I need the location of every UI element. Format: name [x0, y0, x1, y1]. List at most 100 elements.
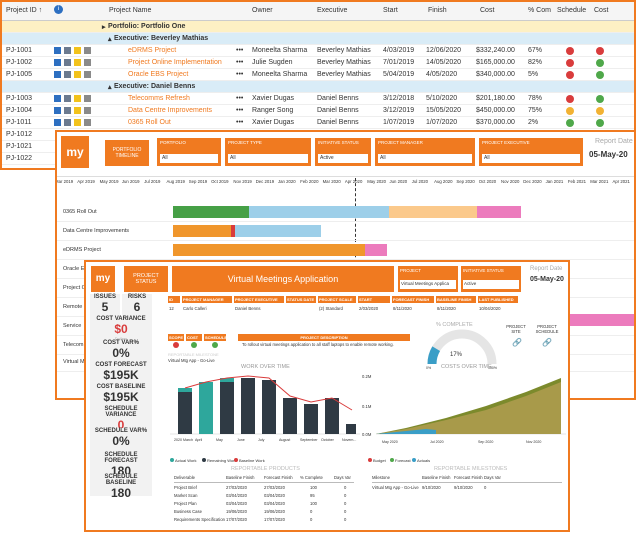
table-row[interactable]: PJ-1002 Project Online Implementation ••• J…	[2, 57, 634, 69]
filter-project-type[interactable]: PROJECT TYPE All	[225, 138, 311, 166]
bar-dc-marker[interactable]	[231, 225, 235, 237]
project-icon[interactable]	[54, 59, 61, 66]
bar-dc-phase1[interactable]	[173, 225, 231, 237]
executive-group-row[interactable]: ▴ Executive: Daniel Benns	[2, 81, 634, 93]
warning-icon[interactable]	[74, 119, 81, 126]
bar-edrms-phase2[interactable]	[365, 244, 387, 256]
expand-arrow-icon[interactable]: ▴	[108, 84, 112, 91]
timeline-row-label[interactable]: Remote	[63, 304, 83, 310]
tasks-icon[interactable]	[64, 107, 71, 114]
document-icon[interactable]	[84, 95, 91, 102]
col-cost-indicator[interactable]: Cost	[594, 7, 609, 14]
project-name-link[interactable]: eDRMS Project	[128, 47, 177, 54]
project-filter[interactable]: PROJECT Virtual Meetings Applica	[398, 266, 458, 292]
initiative-select[interactable]: Active	[463, 280, 519, 289]
col-executive[interactable]: Executive	[317, 7, 348, 14]
row-divider	[57, 240, 634, 241]
filter-select[interactable]: Active	[318, 154, 368, 163]
bar-0365-phase3[interactable]	[389, 206, 477, 218]
row-menu-icon[interactable]: •••	[236, 47, 244, 54]
kpi-value: 180	[110, 486, 132, 500]
timeline-row-label[interactable]: Telecom	[63, 342, 84, 348]
project-name-link[interactable]: Oracle EBS Project	[128, 71, 189, 78]
tasks-icon[interactable]	[64, 71, 71, 78]
timeline-row-label[interactable]: Virtual M	[63, 359, 85, 365]
bar-0365-phase4[interactable]	[477, 206, 521, 218]
bar-edrms-phase1[interactable]	[173, 244, 365, 256]
info-icon[interactable]: i	[54, 5, 63, 14]
work-remaining-may	[220, 382, 234, 434]
timeline-row-label[interactable]: Oracle E	[63, 266, 85, 272]
document-icon[interactable]	[84, 119, 91, 126]
project-icon[interactable]	[54, 107, 61, 114]
filter-select[interactable]: All	[378, 154, 472, 163]
tasks-icon[interactable]	[64, 47, 71, 54]
portfolio-group-row[interactable]: ▸ Portfolio: Portfolio One	[2, 21, 634, 33]
col-project-name[interactable]: Project Name	[109, 7, 152, 14]
filter-select[interactable]: All	[482, 154, 580, 163]
filter-project-executive[interactable]: PROJECT EXECUTIVE All	[479, 138, 583, 166]
document-icon[interactable]	[84, 71, 91, 78]
filter-select[interactable]: All	[228, 154, 308, 163]
document-icon[interactable]	[84, 107, 91, 114]
project-icon[interactable]	[54, 95, 61, 102]
project-icon[interactable]	[54, 47, 61, 54]
bar-0365-phase2[interactable]	[249, 206, 389, 218]
row-menu-icon[interactable]: •••	[236, 119, 244, 126]
timeline-row-label[interactable]: Service	[63, 323, 82, 329]
tasks-icon[interactable]	[64, 59, 71, 66]
work-month-label: September	[300, 438, 318, 442]
col-project-id[interactable]: Project ID ↑	[6, 7, 43, 14]
filter-initiative-status[interactable]: INITIATIVE STATUS Active	[315, 138, 371, 166]
project-icon[interactable]	[54, 71, 61, 78]
col-start[interactable]: Start	[383, 7, 398, 14]
project-select[interactable]: Virtual Meetings Applica	[400, 280, 456, 289]
project-name-link[interactable]: Telecomms Refresh	[128, 95, 190, 102]
timeline-row-label[interactable]: eDRMS Project	[63, 247, 101, 253]
executive-group-row[interactable]: ▴ Executive: Beverley Mathias	[2, 33, 634, 45]
tasks-icon[interactable]	[64, 95, 71, 102]
filter-portfolio[interactable]: PORTFOLIO All	[157, 138, 221, 166]
warning-icon[interactable]	[74, 71, 81, 78]
warning-icon[interactable]	[74, 95, 81, 102]
filter-select[interactable]: All	[160, 154, 218, 163]
bar-0365-phase1[interactable]	[173, 206, 249, 218]
table-row[interactable]: PJ-1011 0365 Roll Out ••• Xavier Dugas Danie…	[2, 117, 634, 129]
bar-dc-phase2[interactable]	[235, 225, 321, 237]
project-name-link[interactable]: Project Online Implementation	[128, 59, 222, 66]
col-owner[interactable]: Owner	[252, 7, 273, 14]
project-name-link[interactable]: 0365 Roll Out	[128, 119, 171, 126]
project-name-link[interactable]: Data Centre Improvements	[128, 107, 213, 114]
initiative-filter[interactable]: INITIATIVE STATUS Active	[461, 266, 521, 292]
project-site-link-icon[interactable]: 🔗	[512, 338, 522, 347]
filter-project-manager[interactable]: PROJECT MANAGER All	[375, 138, 475, 166]
issues-label: ISSUES	[93, 294, 116, 300]
document-icon[interactable]	[84, 59, 91, 66]
project-schedule-link-icon[interactable]: 🔗	[542, 338, 552, 347]
table-row[interactable]: PJ-1004 Data Centre Improvements ••• Ranger…	[2, 105, 634, 117]
timeline-row-label[interactable]: Data Centre Improvements	[63, 228, 130, 234]
tasks-icon[interactable]	[64, 119, 71, 126]
month-tick: Jun 2019	[121, 179, 140, 184]
warning-icon[interactable]	[74, 47, 81, 54]
col-cost[interactable]: Cost	[480, 7, 495, 14]
row-menu-icon[interactable]: •••	[236, 95, 244, 102]
warning-icon[interactable]	[74, 59, 81, 66]
table-row[interactable]: PJ-1003 Telecomms Refresh ••• Xavier Dugas D…	[2, 93, 634, 105]
document-icon[interactable]	[84, 47, 91, 54]
bar-service-phase[interactable]	[567, 314, 634, 326]
timeline-row-label[interactable]: Project O	[63, 285, 86, 291]
col-finish[interactable]: Finish	[428, 7, 447, 14]
timeline-row-label[interactable]: 0365 Roll Out	[63, 209, 97, 215]
row-menu-icon[interactable]: •••	[236, 107, 244, 114]
col-schedule[interactable]: Schedule	[557, 7, 587, 14]
col-pct-complete[interactable]: % Com	[528, 7, 551, 14]
table-row[interactable]: PJ-1005 Oracle EBS Project ••• Moneelta Sha…	[2, 69, 634, 81]
row-menu-icon[interactable]: •••	[236, 59, 244, 66]
table-row[interactable]: PJ-1001 eDRMS Project ••• Moneelta Sharma Be…	[2, 45, 634, 57]
project-icon[interactable]	[54, 119, 61, 126]
row-menu-icon[interactable]: •••	[236, 71, 244, 78]
warning-icon[interactable]	[74, 107, 81, 114]
products-header-line	[174, 482, 354, 483]
expand-arrow-icon[interactable]: ▴	[108, 36, 112, 43]
